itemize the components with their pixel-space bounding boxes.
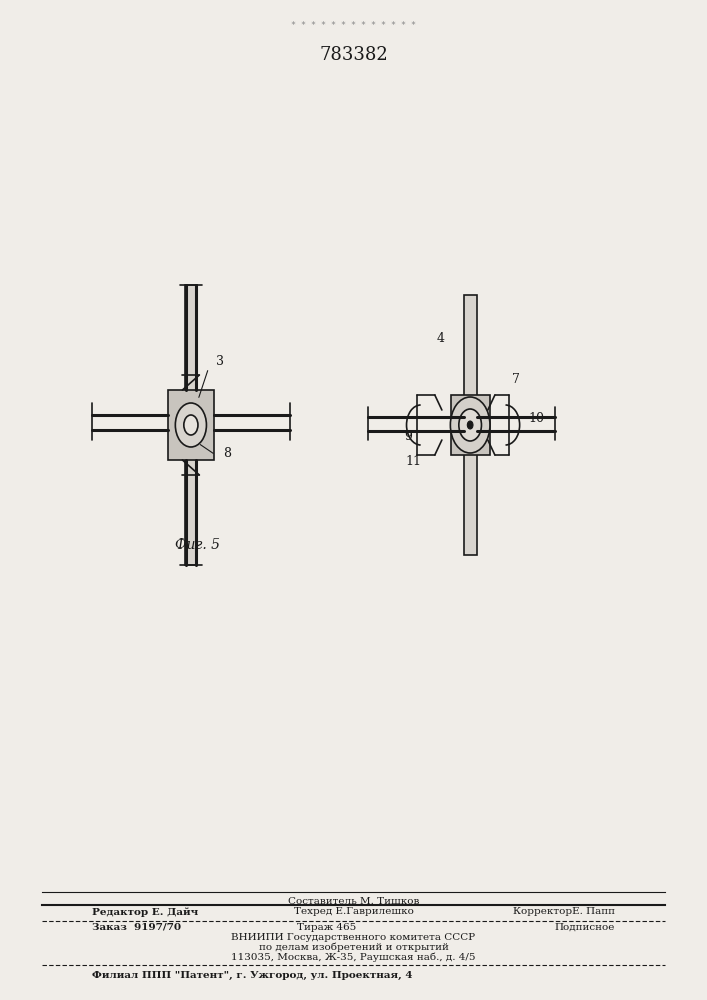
Text: Тираж 465: Тираж 465 — [297, 922, 356, 932]
Bar — [168, 390, 214, 460]
Text: 4: 4 — [437, 332, 445, 345]
Circle shape — [184, 415, 198, 435]
Circle shape — [467, 421, 473, 429]
Circle shape — [175, 403, 206, 447]
Text: ВНИИПИ Государственного комитета СССР: ВНИИПИ Государственного комитета СССР — [231, 932, 476, 942]
Circle shape — [459, 409, 481, 441]
Circle shape — [450, 397, 490, 453]
Text: 11: 11 — [406, 455, 422, 468]
Text: 7: 7 — [512, 373, 520, 386]
Text: Редактор Е. Дайч: Редактор Е. Дайч — [92, 907, 198, 917]
Text: 3: 3 — [216, 355, 223, 368]
Text: 113035, Москва, Ж-35, Раушская наб., д. 4/5: 113035, Москва, Ж-35, Раушская наб., д. … — [231, 952, 476, 962]
Text: Составитель М. Тишков: Составитель М. Тишков — [288, 898, 419, 906]
Text: по делам изобретений и открытий: по делам изобретений и открытий — [259, 942, 448, 952]
Text: 10: 10 — [529, 412, 545, 425]
Text: Техред Е.Гаврилешко: Техред Е.Гаврилешко — [293, 908, 414, 916]
Text: Подписное: Подписное — [555, 922, 615, 932]
Bar — [185, 285, 197, 565]
Bar — [451, 395, 489, 455]
Text: Заказ  9197/70: Заказ 9197/70 — [92, 922, 181, 932]
Bar — [464, 295, 477, 555]
Text: Филиал ППП "Патент", г. Ужгород, ул. Проектная, 4: Филиал ППП "Патент", г. Ужгород, ул. Про… — [92, 970, 412, 980]
Text: 9: 9 — [404, 430, 412, 443]
Text: Фиг. 5: Фиг. 5 — [175, 538, 221, 552]
Text: 8: 8 — [223, 447, 230, 460]
Text: КорректорЕ. Папп: КорректорЕ. Папп — [513, 908, 615, 916]
Text: 783382: 783382 — [319, 46, 388, 64]
Text: * * * * * * * * * * * * *: * * * * * * * * * * * * * — [291, 20, 416, 29]
